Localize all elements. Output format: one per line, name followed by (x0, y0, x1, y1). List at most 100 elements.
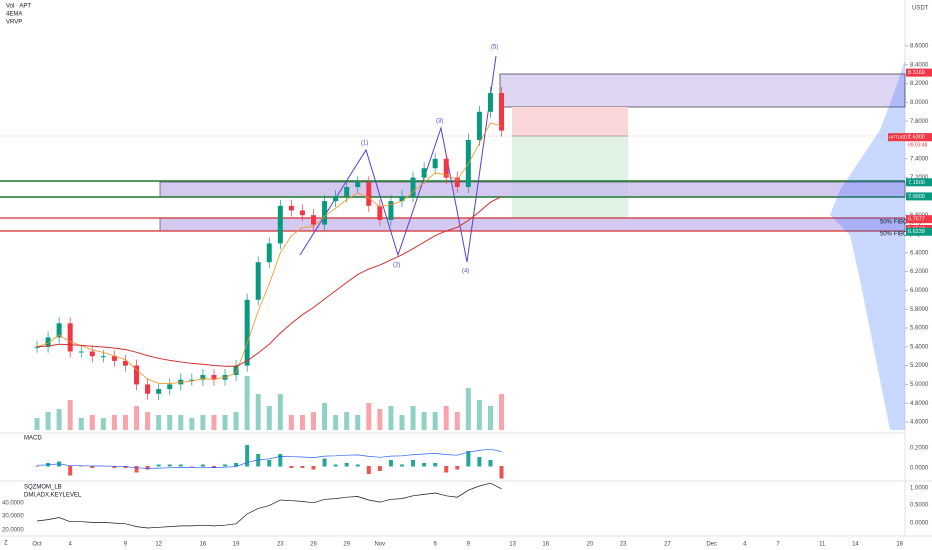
candle (277, 205, 283, 244)
candle (111, 356, 117, 361)
volume-bar (156, 415, 162, 430)
macd-hist (399, 464, 404, 467)
macd-hist (311, 466, 316, 470)
price-tick-label: 6.4000 (910, 250, 929, 256)
macd-hist (200, 464, 205, 467)
date-label: 16 (200, 542, 207, 548)
macd-hist (466, 451, 471, 467)
candle (366, 182, 372, 206)
candle (56, 323, 62, 338)
candle (78, 351, 84, 353)
volume-bar (255, 394, 261, 430)
volume-bar (333, 415, 339, 430)
volume-profile (830, 60, 905, 430)
date-label: Oct (32, 542, 42, 548)
wave-label: (1) (361, 141, 368, 147)
volume-bar (476, 400, 482, 430)
price-tag-label: 8.3169 (908, 70, 925, 76)
macd-hist (134, 466, 139, 473)
macd-hist (68, 466, 73, 476)
macd-hist (488, 460, 493, 467)
ema-line (36, 196, 502, 367)
candle (67, 323, 73, 352)
volume-bar (322, 403, 328, 430)
macd-hist (167, 464, 172, 467)
volume-bar (145, 412, 151, 430)
candle (233, 365, 239, 375)
price-tag (906, 133, 932, 142)
candle (189, 379, 195, 381)
price-tag (906, 68, 932, 77)
volume-bar (233, 412, 239, 430)
volume-bar (222, 415, 228, 430)
volume-bar (100, 418, 106, 430)
candle (211, 375, 217, 380)
date-label: 14 (852, 542, 859, 548)
date-label: 19 (233, 542, 240, 548)
candle (89, 351, 95, 357)
sqz-subtitle: DMI,ADX,KEYLEVEL (24, 493, 82, 499)
date-label: 13 (509, 542, 516, 548)
macd-hist (267, 460, 272, 467)
sqz-title: SQZMOM_LB (24, 485, 62, 491)
price-tag (906, 215, 932, 224)
macd-hist (79, 466, 84, 467)
volume-bar (311, 412, 316, 430)
candle (421, 168, 427, 178)
macd-hist (411, 460, 416, 467)
volume-bar (499, 394, 505, 430)
price-tick-label: 8.0000 (910, 100, 929, 106)
candle (377, 205, 383, 220)
volume-bar (122, 415, 128, 430)
volume-bar (200, 415, 206, 430)
price-tick-label: 7.4000 (910, 156, 929, 162)
price-tag (906, 192, 932, 201)
volume-bar (443, 406, 449, 430)
macd-hist (35, 466, 39, 467)
candle (134, 365, 140, 385)
macd-hist (112, 466, 117, 468)
candle (355, 182, 361, 187)
candle (333, 196, 339, 202)
date-label: 9 (467, 542, 471, 548)
macd-hist (499, 466, 504, 479)
price-tick-label: 5.4000 (910, 344, 929, 350)
candle (432, 158, 438, 169)
macd-hist (355, 464, 360, 467)
volume-bar (211, 415, 217, 430)
sqz-tick: 0.0000 (910, 521, 929, 527)
price-tag-label: 7.1500 (908, 180, 925, 186)
volume-bar (421, 412, 427, 430)
macd-hist (333, 464, 338, 467)
volume-bar (454, 412, 460, 430)
price-tick-label: 8.2000 (910, 81, 929, 87)
currency: USDT (912, 6, 929, 12)
macd-hist (90, 466, 95, 468)
price-tick-label: 7.8000 (910, 119, 929, 125)
candle (388, 201, 394, 220)
price-tick-label: 6.2000 (910, 269, 929, 275)
candle (322, 201, 328, 225)
date-label: 4 (69, 542, 73, 548)
candle (100, 356, 106, 358)
candle (288, 205, 294, 211)
macd-hist (388, 460, 393, 467)
sqz-tick: 1.0000 (910, 486, 929, 492)
price-tick-label: 5.0000 (910, 382, 929, 388)
price-tick-label: 6.0000 (910, 288, 929, 294)
date-label: 12 (155, 542, 162, 548)
macd-hist (300, 466, 305, 468)
date-label: 29 (343, 542, 350, 548)
volume-bar (78, 418, 84, 430)
wave-label: (4) (462, 269, 469, 275)
macd-hist (178, 464, 183, 467)
candle (45, 337, 51, 347)
candle (487, 93, 493, 112)
date-label: 18 (896, 542, 903, 548)
date-label: 11 (819, 542, 826, 548)
macd-hist (145, 466, 150, 470)
macd-line (36, 448, 502, 469)
price-tick-label: 7.2000 (910, 175, 929, 181)
macd-hist (234, 463, 239, 467)
